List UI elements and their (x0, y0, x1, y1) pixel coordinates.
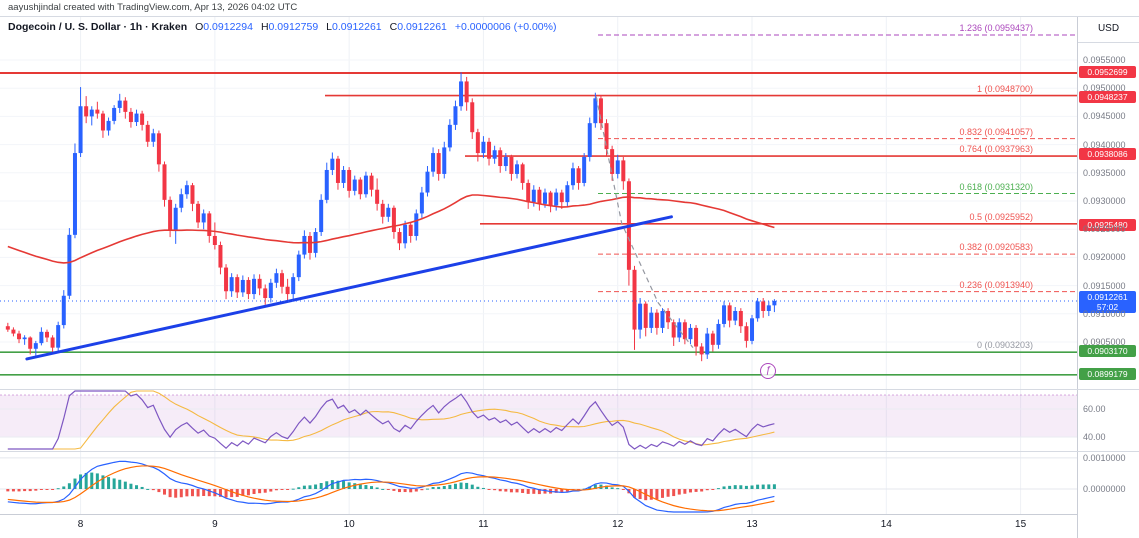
time-axis-label: 8 (77, 519, 84, 530)
time-axis-label: 14 (880, 519, 892, 530)
time-axis-label: 10 (343, 519, 355, 530)
ohlc-label: H (260, 21, 269, 33)
ohlc-label: L (326, 21, 333, 33)
macd-line (7, 460, 775, 513)
symbol-title[interactable]: Dogecoin / U. S. Dollar · 1h · Kraken (8, 21, 188, 33)
price-axis[interactable]: USD (1077, 16, 1139, 538)
currency-label: USD (1078, 16, 1139, 43)
ohlc-label: C (389, 21, 398, 33)
ohlc-value: 0.0912759 (268, 21, 319, 33)
time-axis-label: 9 (212, 519, 218, 530)
ohlc-value: 0.0912261 (332, 21, 382, 33)
ohlc-readout: O0.0912294 H0.0912759 L0.0912261 C0.0912261 (187, 21, 447, 33)
price-levels[interactable] (0, 34, 1077, 376)
fib-tool-icon[interactable]: ƒ (760, 363, 777, 380)
symbol-legend: Dogecoin / U. S. Dollar · 1h · Kraken O0.… (8, 21, 556, 33)
attribution-bar: aayushjindal created with TradingView.co… (0, 0, 1139, 16)
macd-signal-line (7, 465, 775, 512)
time-axis-label: 12 (612, 519, 624, 530)
ma-line (7, 194, 775, 264)
time-axis-label: 13 (746, 519, 758, 530)
trend-line[interactable] (25, 215, 673, 361)
macd-histogram (6, 472, 776, 501)
price-change: +0.0000006 (+0.00%) (454, 21, 557, 33)
ohlc-value: 0.0912261 (397, 21, 447, 33)
ohlc-value: 0.0912294 (203, 21, 253, 33)
rsi-band (0, 394, 1077, 438)
time-axis-label: 15 (1015, 519, 1027, 530)
rsi-ma-line (7, 390, 775, 450)
candle-wicks (7, 72, 775, 362)
grid-lines (0, 16, 1077, 514)
ohlc-label: O (195, 21, 204, 33)
time-axis[interactable]: 8 9 10 11 12 13 14 15 (0, 514, 1077, 538)
projection-path[interactable] (595, 96, 694, 349)
time-axis-label: 11 (478, 519, 489, 530)
rsi-line (7, 390, 775, 450)
